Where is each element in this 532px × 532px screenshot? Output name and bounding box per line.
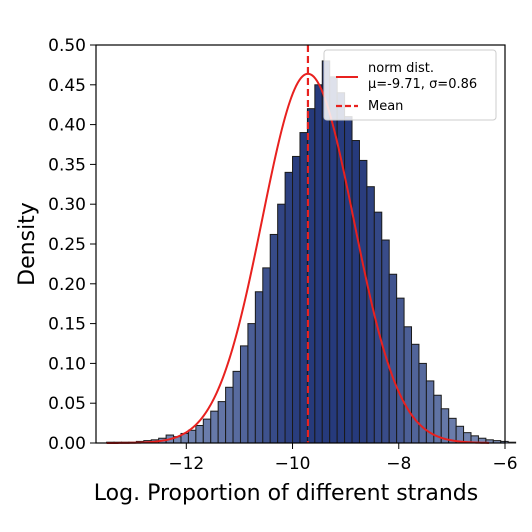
y-tick-label: 0.35	[48, 155, 86, 175]
legend-norm-label-line1: norm dist.	[368, 61, 434, 76]
histogram-bar	[329, 76, 338, 444]
y-tick-label: 0.45	[48, 76, 86, 96]
histogram-bar	[254, 291, 264, 444]
histogram-bar	[217, 401, 227, 444]
y-tick-label: 0.05	[48, 394, 86, 414]
norm-dist-curve	[106, 72, 490, 444]
histogram-bar	[314, 84, 323, 444]
y-axis-ticks: 0.00 0.05 0.10 0.15 0.20 0.25 0.30 0.35 0.40 0.45…	[48, 36, 96, 454]
histogram-bar	[418, 362, 427, 444]
histogram-bar	[403, 326, 413, 444]
y-tick-label: 0.50	[48, 36, 86, 56]
histogram-bar	[210, 410, 219, 444]
histogram-bar	[366, 186, 375, 444]
histogram-bar	[381, 239, 390, 444]
histogram-bar	[344, 116, 353, 444]
y-axis-title: Density	[15, 202, 40, 286]
histogram-bar	[292, 155, 301, 444]
histogram-bar	[411, 343, 420, 444]
histogram-bar	[284, 171, 294, 444]
histogram-bar	[388, 273, 398, 444]
histogram-bar	[232, 370, 241, 444]
histogram-bar	[187, 429, 197, 444]
histogram-bar	[225, 386, 234, 444]
histogram-bar	[247, 323, 256, 444]
x-axis-ticks: −12 −10 −8 −6	[168, 443, 518, 474]
histogram-bar	[299, 132, 308, 444]
x-tick-label: −6	[492, 454, 517, 474]
x-axis-title: Log. Proportion of different strands	[94, 481, 478, 506]
histogram-bar	[507, 441, 517, 444]
histogram-bar	[202, 418, 212, 444]
histogram-bar	[358, 159, 368, 444]
x-tick-label: −12	[168, 454, 204, 474]
y-tick-label: 0.40	[48, 116, 86, 136]
y-tick-label: 0.30	[48, 195, 86, 215]
histogram-bar	[195, 424, 204, 444]
y-tick-label: 0.10	[48, 354, 86, 374]
y-tick-label: 0.15	[48, 315, 86, 335]
legend-box	[323, 49, 497, 121]
x-tick-label: −8	[386, 454, 411, 474]
histogram-bar	[396, 297, 405, 444]
histogram-bar	[277, 203, 286, 444]
y-tick-label: 0.20	[48, 275, 86, 295]
x-tick-label: −10	[275, 454, 311, 474]
legend-mean-label: Mean	[368, 99, 403, 114]
legend: norm dist. μ=-9.71, σ=0.86 Mean	[323, 49, 497, 121]
histogram-bar	[269, 233, 279, 444]
y-tick-label: 0.00	[48, 434, 86, 454]
histogram-bar	[239, 345, 249, 444]
histogram-bar	[262, 267, 271, 444]
histogram-bar	[351, 140, 360, 444]
legend-norm-label-line2: μ=-9.71, σ=0.86	[368, 77, 477, 92]
y-tick-label: 0.25	[48, 235, 86, 255]
